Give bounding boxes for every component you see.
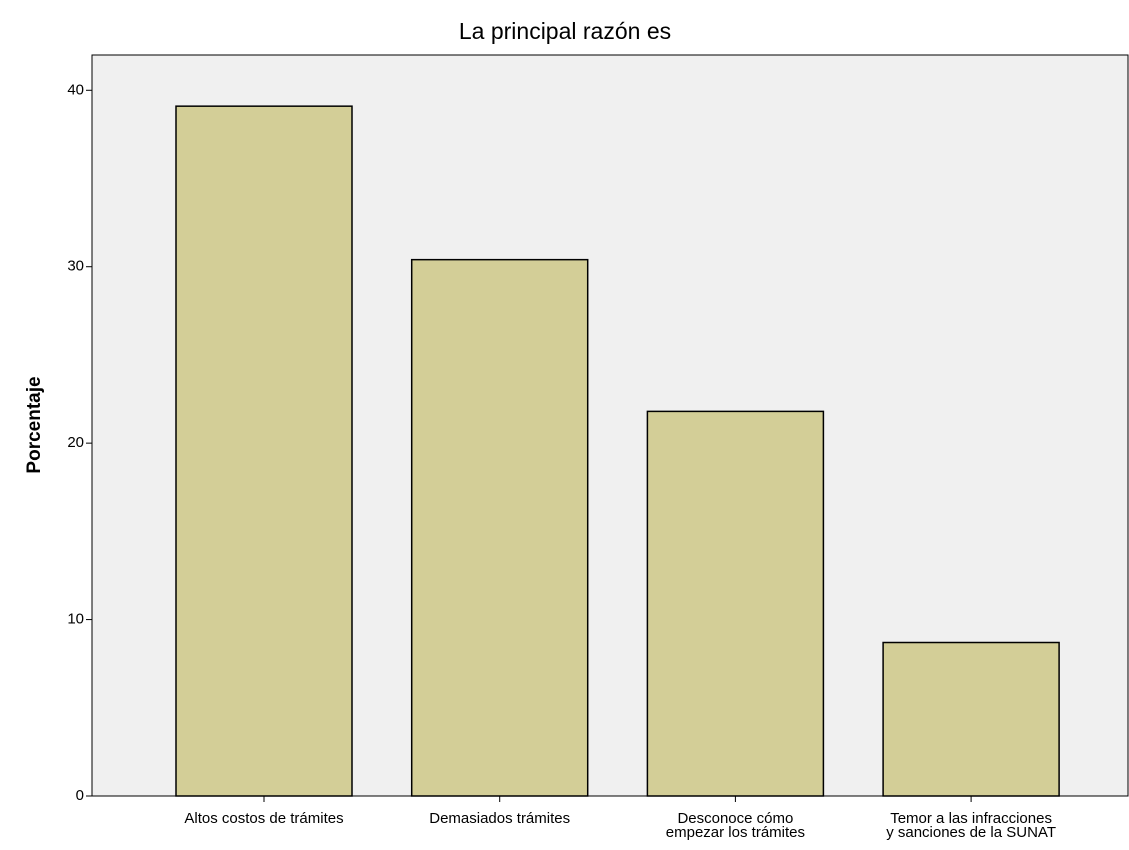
bar [882, 641, 1060, 797]
y-axis-label: Porcentaje [24, 376, 45, 473]
y-tick-label: 30 [67, 258, 84, 275]
chart-title: La principal razón es [459, 18, 671, 44]
x-tick-label: Temor a las infracciones y sanciones de … [886, 810, 1056, 841]
x-tick-label: Demasiados trámites [429, 810, 571, 827]
x-tick-label: Desconoce cómo empezar los trámites [665, 810, 805, 841]
y-tick-label: 40 [67, 81, 84, 98]
y-tick-label: 0 [76, 787, 84, 804]
y-tick-label: 10 [67, 611, 84, 628]
bar [646, 410, 825, 797]
bar [175, 105, 353, 797]
y-tick-label: 20 [67, 434, 84, 451]
bar [410, 258, 589, 797]
x-tick-label: Altos costos de trámites [184, 810, 344, 827]
